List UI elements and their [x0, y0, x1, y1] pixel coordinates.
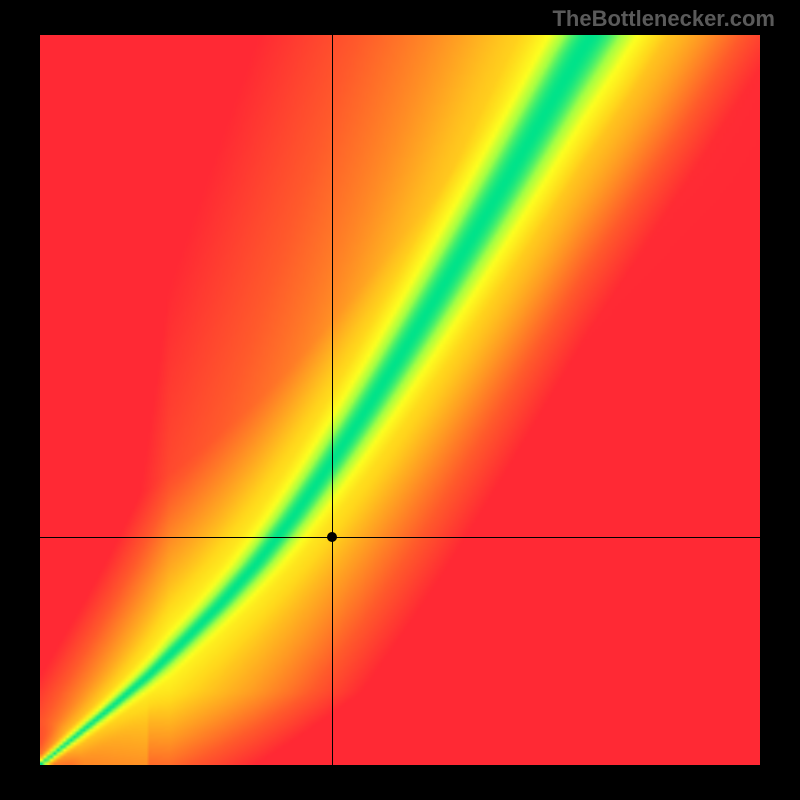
- crosshair-vertical: [332, 35, 333, 765]
- attribution-label: TheBottlenecker.com: [552, 6, 775, 32]
- heatmap-plot: [40, 35, 760, 765]
- crosshair-horizontal: [40, 537, 760, 538]
- chart-container: TheBottlenecker.com: [0, 0, 800, 800]
- heatmap-canvas: [40, 35, 760, 765]
- crosshair-marker: [327, 532, 337, 542]
